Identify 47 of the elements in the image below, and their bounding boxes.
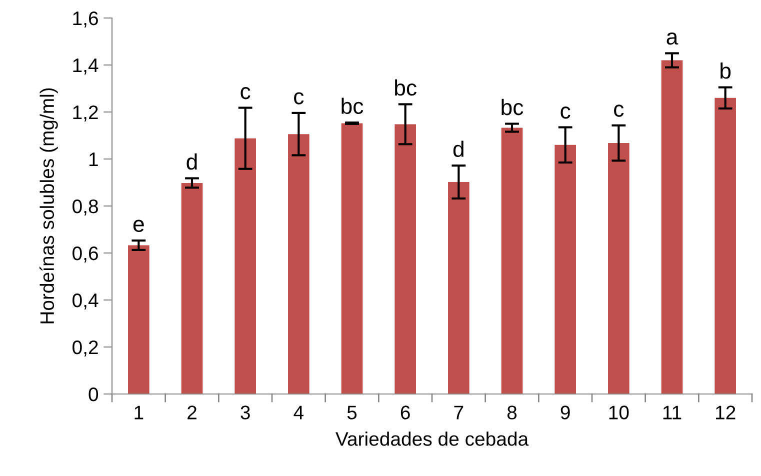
x-tick-label: 3 <box>240 406 250 420</box>
annotation: c <box>614 104 624 117</box>
x-tick-label: 12 <box>716 406 736 420</box>
x-axis-title: Variedades de cebada <box>336 432 529 446</box>
y-tick-label: 0,4 <box>72 293 98 310</box>
x-tick-label: 9 <box>560 406 570 420</box>
bar <box>661 60 683 394</box>
x-tick-label: 11 <box>663 406 682 420</box>
annotation: bc <box>395 79 416 96</box>
bar <box>128 245 150 394</box>
y-tick-label: 1 <box>89 152 98 166</box>
annotation: d <box>453 140 464 158</box>
bar <box>608 143 630 394</box>
y-tick-label: 1,2 <box>73 105 98 122</box>
annotation: d <box>186 153 197 170</box>
annotation: c <box>294 92 304 104</box>
annotation: b <box>720 62 731 79</box>
bar <box>554 144 576 394</box>
annotation: a <box>666 32 678 45</box>
bar <box>288 134 310 394</box>
y-tick-label: 0,2 <box>72 340 98 357</box>
annotation: c <box>240 87 250 100</box>
x-tick-label: 2 <box>188 406 196 420</box>
bar <box>501 128 523 394</box>
bar <box>448 182 470 394</box>
bar <box>181 182 203 394</box>
x-tick-label: 10 <box>609 406 629 420</box>
y-tick-label: 0 <box>88 387 98 402</box>
y-tick-label: 1,4 <box>73 58 98 75</box>
bar <box>234 138 256 394</box>
x-tick-label: 6 <box>400 406 410 420</box>
bar <box>714 98 736 394</box>
annotation: c <box>560 106 570 119</box>
bar <box>394 124 416 394</box>
annotation: bc <box>502 98 524 116</box>
bar <box>341 123 363 394</box>
x-tick-label: 7 <box>454 406 464 420</box>
y-tick-label: 0,8 <box>72 199 98 216</box>
x-tick-label: 8 <box>507 406 517 420</box>
x-tick-label: 5 <box>347 406 357 420</box>
x-tick-label: 1 <box>134 406 144 420</box>
annotation: bc <box>342 98 364 114</box>
y-tick-label: 0,6 <box>72 246 98 263</box>
annotation: e <box>133 220 144 232</box>
y-tick-label: 1,6 <box>73 11 98 28</box>
y-axis-title: Hordeínas solubles (mg/ml) <box>40 88 58 324</box>
x-tick-label: 4 <box>294 406 304 420</box>
